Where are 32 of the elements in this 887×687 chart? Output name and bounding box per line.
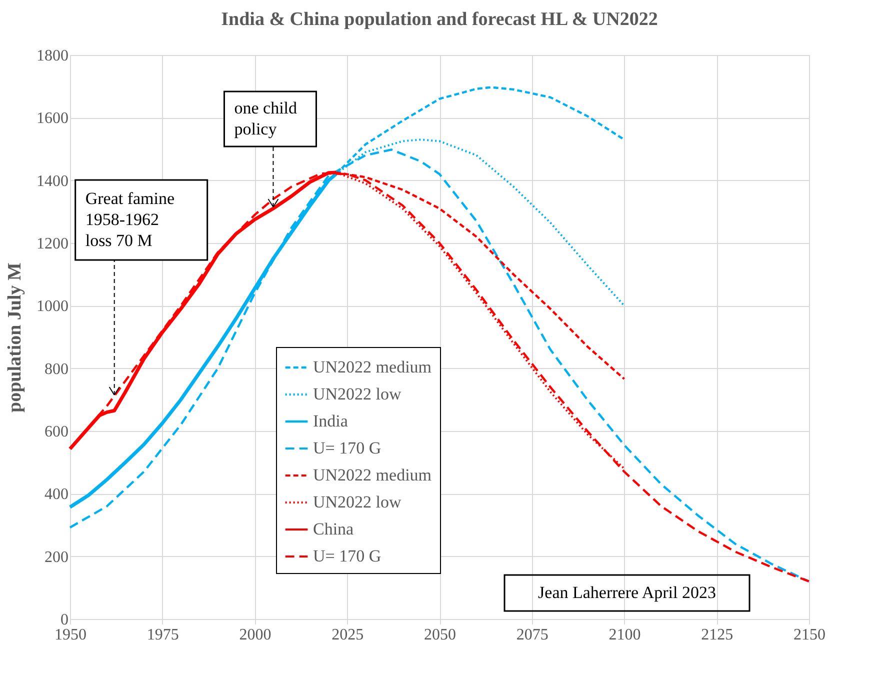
y-tick-label: 600 [44, 424, 68, 440]
annotation: Great famine 1958-1962 loss 70 M [85, 188, 175, 250]
legend-label: India [313, 412, 348, 430]
legend-label: UN2022 medium [313, 466, 432, 484]
legend-label: UN2022 low [313, 492, 402, 512]
legend-label: UN2022 medium [313, 358, 432, 376]
x-tick-label: 2000 [239, 626, 272, 644]
y-tick-label: 1600 [36, 110, 68, 128]
chart-title: India & China population and forecast HL & UN2022 [221, 9, 658, 30]
annotation: one child policy [234, 98, 298, 138]
x-tick-label: 1950 [54, 626, 86, 644]
legend-label: U= 170 G [313, 546, 382, 566]
y-tick-label: 400 [44, 486, 68, 504]
y-tick-label: 1800 [36, 48, 68, 64]
y-tick-label: 200 [44, 548, 68, 566]
x-tick-label: 2025 [332, 626, 364, 644]
x-tick-label: 2125 [701, 626, 734, 644]
x-tick-label: 2100 [608, 626, 641, 644]
y-axis-title: population July M [4, 262, 26, 412]
x-tick-label: 2050 [424, 626, 456, 644]
y-tick-label: 1400 [36, 172, 68, 190]
y-tick-label: 800 [44, 360, 68, 378]
legend-label: U= 170 G [313, 438, 382, 458]
legend-label: UN2022 low [313, 384, 402, 404]
x-tick-label: 2150 [794, 626, 826, 644]
y-tick-label: 0 [60, 612, 68, 628]
y-tick-label: 1200 [36, 236, 68, 252]
x-tick-label: 2075 [516, 626, 548, 644]
y-tick-label: 1000 [36, 298, 68, 316]
annotation: Jean Laherrere April 2023 [538, 583, 716, 602]
legend-label: China [313, 520, 354, 538]
x-tick-label: 1975 [146, 626, 179, 644]
